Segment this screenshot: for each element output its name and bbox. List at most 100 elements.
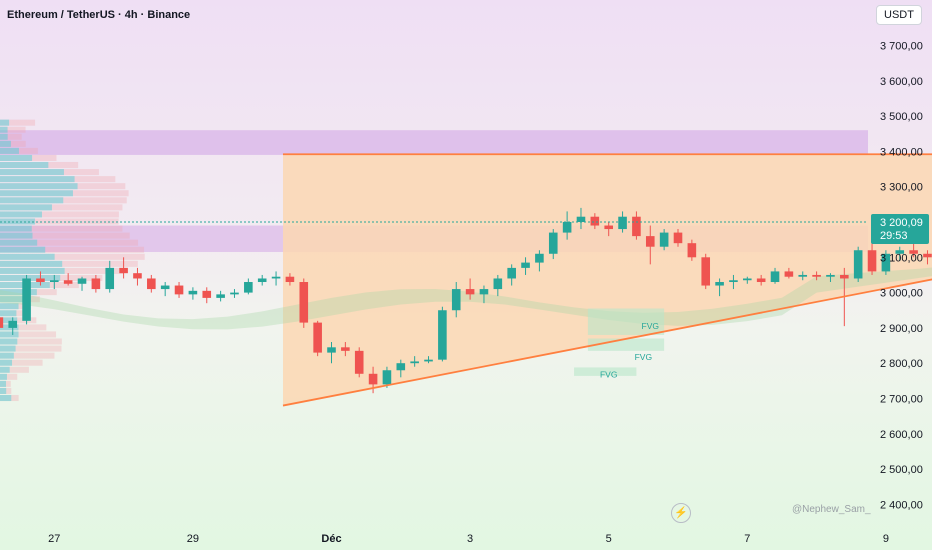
candle-body <box>756 278 766 283</box>
volume-profile-bar <box>0 246 46 253</box>
volume-profile-bar <box>0 359 13 366</box>
candle-body <box>271 276 281 279</box>
fvg-label: FVG <box>600 369 617 379</box>
volume-profile-bar <box>0 204 123 211</box>
candle-body <box>119 267 128 274</box>
x-tick-label: 3 <box>467 533 473 545</box>
volume-profile-bar <box>0 324 47 331</box>
x-tick-label: 9 <box>883 533 889 545</box>
candle-body <box>604 225 613 230</box>
volume-profile-bar <box>0 140 11 147</box>
volume-profile-bar <box>0 147 38 154</box>
volume-profile-bar <box>0 253 145 260</box>
currency-button[interactable]: USDT <box>876 5 922 25</box>
candle-body <box>923 253 932 258</box>
candle-body <box>743 278 752 281</box>
candle-body <box>853 250 863 279</box>
candle-body <box>618 216 627 230</box>
candle-body <box>465 289 475 295</box>
candle-body <box>50 280 59 283</box>
candle-body <box>368 373 378 385</box>
candle-body <box>840 274 849 279</box>
candle-body <box>659 232 669 247</box>
candle-body <box>0 317 4 328</box>
candle-body <box>396 363 406 371</box>
volume-profile-bar <box>0 310 17 317</box>
candle-body <box>881 253 891 272</box>
volume-profile-bar <box>0 126 8 133</box>
volume-profile-bar <box>0 218 119 225</box>
candle-body <box>91 278 101 290</box>
y-tick-label: 3 400,00 <box>880 146 923 158</box>
volume-profile-bar <box>0 190 73 197</box>
fvg-label: FVG <box>642 321 659 331</box>
volume-profile-bar <box>0 338 62 345</box>
y-tick-label: 3 600,00 <box>880 76 923 88</box>
volume-profile-bar <box>0 267 65 274</box>
candle-body <box>382 370 392 385</box>
candle-body <box>133 273 142 279</box>
y-tick-label: 3 300,00 <box>880 182 923 194</box>
candle-body <box>562 222 572 233</box>
volume-profile-bar <box>0 253 55 260</box>
candle-body <box>701 257 711 286</box>
candle-body <box>521 262 530 268</box>
candle-body <box>729 280 738 283</box>
y-tick-label: 2 600,00 <box>880 429 923 441</box>
volume-profile-bar <box>0 317 37 324</box>
volume-profile-bar <box>0 387 7 394</box>
candle-body <box>202 290 212 298</box>
watermark: @Nephew_Sam_ <box>792 504 871 515</box>
candle-body <box>632 216 641 237</box>
volume-profile-bar <box>0 147 19 154</box>
volume-profile-bar <box>0 232 130 239</box>
volume-profile-bar <box>0 274 61 282</box>
candle-body <box>493 278 503 290</box>
volume-profile-bar <box>0 373 18 380</box>
resistance-zone <box>0 130 868 155</box>
volume-profile-bar <box>0 133 8 140</box>
candle-body <box>715 282 724 286</box>
volume-profile-bar <box>0 154 33 161</box>
y-tick-label: 3 000,00 <box>880 288 923 300</box>
cloud-area <box>0 267 932 330</box>
replay-icon[interactable]: ⚡ <box>671 503 691 523</box>
candle-body <box>105 267 115 290</box>
candle-body <box>341 347 350 351</box>
candle-body <box>257 278 267 283</box>
candle-body <box>770 271 780 283</box>
candle-body <box>535 253 544 263</box>
volume-profile-bar <box>0 119 36 126</box>
candle-body <box>160 285 170 290</box>
candle-body <box>451 289 461 311</box>
candle-body <box>673 232 683 244</box>
candle-body <box>576 216 586 222</box>
y-tick-label: 3 500,00 <box>880 111 923 123</box>
candle-body <box>230 292 239 295</box>
volume-profile-bar <box>0 140 26 147</box>
candle-body <box>174 285 184 295</box>
volume-profile-bar <box>0 373 7 380</box>
x-tick-label: Déc <box>321 533 341 545</box>
candle-body <box>895 250 905 254</box>
volume-profile-bar <box>0 197 127 204</box>
candle-body <box>784 271 794 277</box>
volume-profile-bar <box>0 394 12 402</box>
x-tick-label: 5 <box>606 533 612 545</box>
volume-profile-bar <box>0 133 22 140</box>
candle-body <box>410 361 419 364</box>
candle-body <box>299 282 309 323</box>
candle-body <box>479 289 489 295</box>
volume-profile-bar <box>0 197 64 204</box>
candle-body <box>216 294 225 298</box>
candle-body <box>285 276 295 283</box>
volume-profile-bar <box>0 211 119 218</box>
x-tick-label: 29 <box>187 533 199 545</box>
candle-body <box>36 278 45 283</box>
volume-profile-bar <box>0 380 6 387</box>
support-trendline <box>282 278 932 407</box>
candle-body <box>812 274 821 277</box>
volume-profile-bar <box>0 239 38 246</box>
